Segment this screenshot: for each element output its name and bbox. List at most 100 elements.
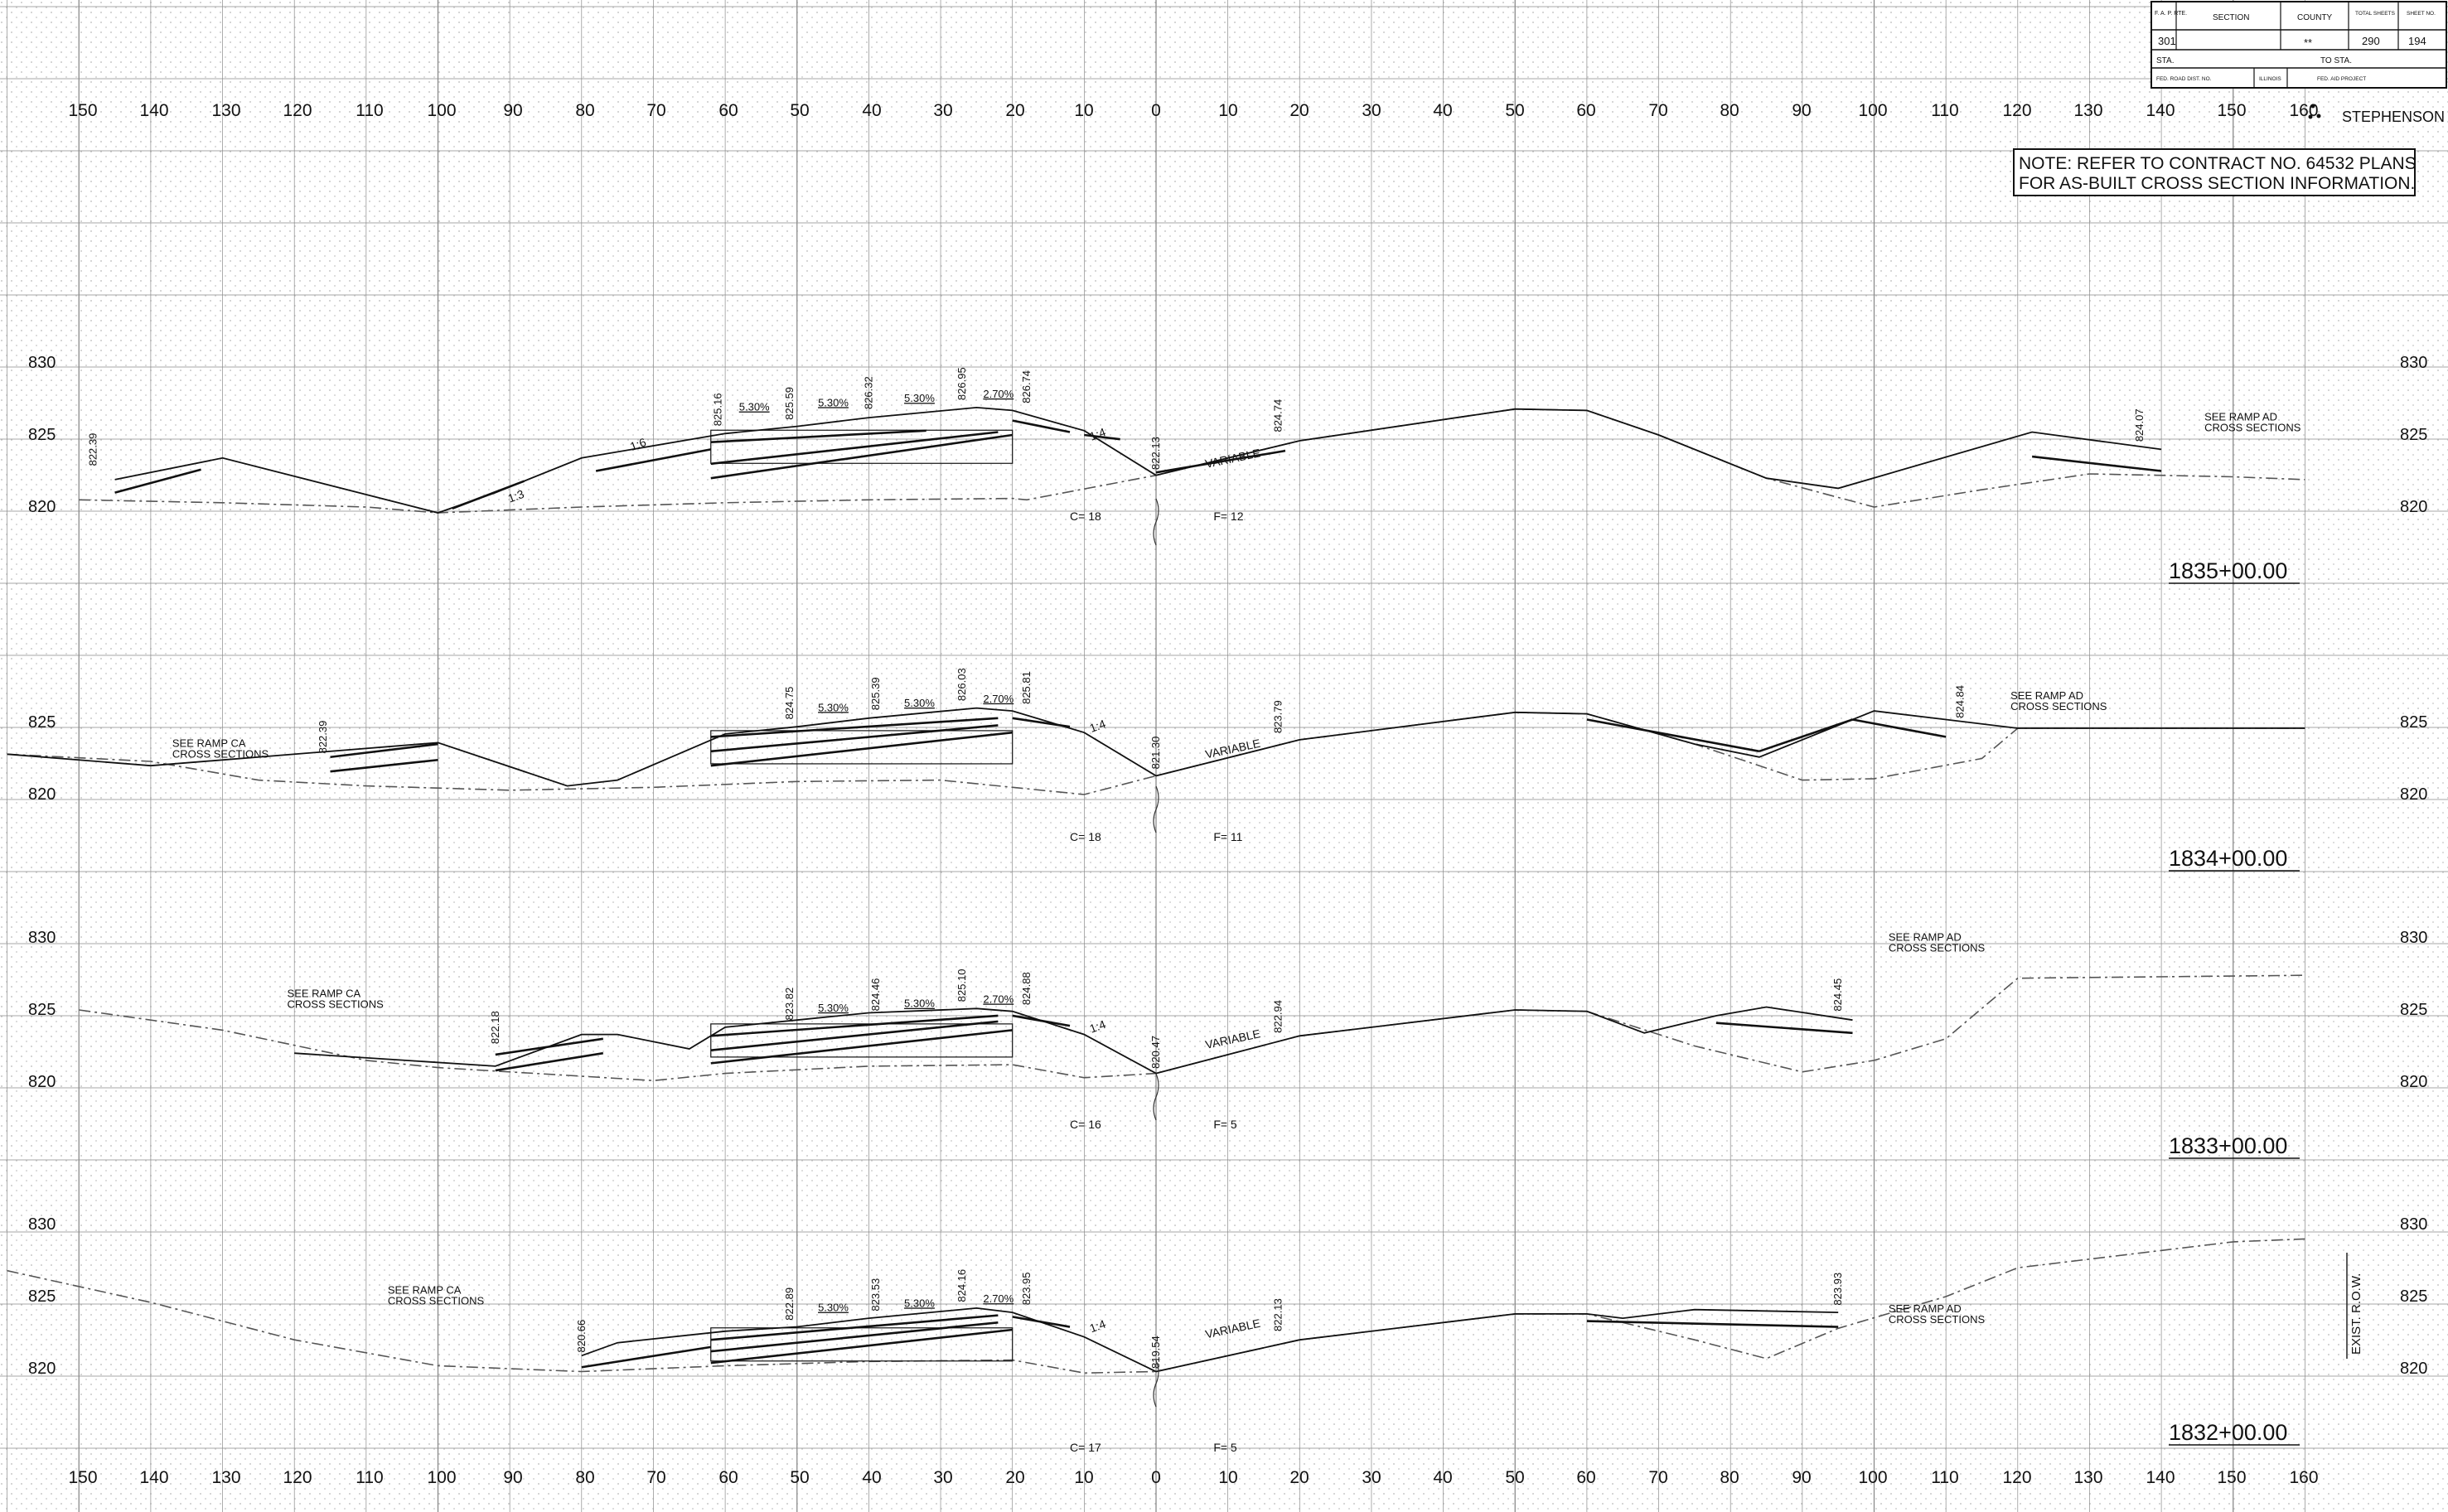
elevation-callout: 823.82 xyxy=(783,988,796,1021)
elevation-label-left: 830 xyxy=(28,354,56,372)
offset-label: 150 xyxy=(2217,1468,2246,1487)
pavement-strip xyxy=(710,1020,999,1052)
ramp-note-line-2: CROSS SECTIONS xyxy=(2204,422,2301,434)
elevation-callout: 826.95 xyxy=(955,367,968,400)
cut-label: C= 17 xyxy=(1070,1441,1101,1454)
elevation-callout: 826.03 xyxy=(955,668,968,701)
elevation-label-left: 825 xyxy=(28,426,56,444)
tb-header-rte: F. A. P. RTE. xyxy=(2155,11,2187,17)
offset-label: 90 xyxy=(503,101,522,120)
cross-section: 830 830 825 825 820 820 822.39 825.16 825.59 826.… xyxy=(28,354,2427,584)
cut-label: C= 18 xyxy=(1070,830,1101,843)
cross-section: 825 825 820 820 822.39 824.75 825.39 826.03 825.… xyxy=(7,668,2427,872)
offset-label: 30 xyxy=(1362,1468,1381,1487)
offset-label: 110 xyxy=(356,1468,383,1487)
tb-header-sheet: SHEET NO. xyxy=(2407,11,2436,17)
offset-label: 60 xyxy=(1576,1468,1595,1487)
offset-label: 80 xyxy=(575,101,594,120)
elevation-callout: 823.95 xyxy=(1020,1273,1033,1306)
offset-label: 130 xyxy=(2073,1468,2102,1487)
pavement-strip xyxy=(330,742,438,759)
pavement-strip xyxy=(2031,455,2162,472)
offset-scale-bottom: 150 140 130 120 110 100 90 80 70 60 50 4… xyxy=(68,1468,2318,1487)
tb-header-total: TOTAL SHEETS xyxy=(2355,11,2396,17)
pavement-strip xyxy=(330,758,438,773)
offset-label: 90 xyxy=(1792,1468,1811,1487)
offset-label: 50 xyxy=(790,101,809,120)
offset-label: 70 xyxy=(646,1468,665,1487)
grade-label: 5.30% xyxy=(818,1302,849,1314)
offset-label: 80 xyxy=(1720,101,1739,120)
pavement-strip xyxy=(1012,419,1071,433)
grade-label: 2.70% xyxy=(983,388,1014,400)
tb-county-value: ** xyxy=(2304,36,2312,49)
pavement-strip xyxy=(710,1321,999,1353)
tb-header-section: SECTION xyxy=(2213,13,2249,22)
grade-label: 5.30% xyxy=(818,396,849,408)
ramp-note-line-2: CROSS SECTIONS xyxy=(388,1295,485,1307)
offset-label: 60 xyxy=(718,101,738,120)
cut-label: C= 16 xyxy=(1070,1118,1101,1131)
elevation-callout: 824.75 xyxy=(783,687,796,720)
stamp-mark xyxy=(2308,104,2321,119)
elevation-callout: 825.16 xyxy=(711,393,723,426)
offset-label: 150 xyxy=(68,1468,97,1487)
offset-label: 90 xyxy=(1792,101,1811,120)
offset-label: 0 xyxy=(1151,101,1161,120)
pavement-box xyxy=(710,730,1014,765)
ramp-note-line-2: CROSS SECTIONS xyxy=(1889,1313,1986,1326)
offset-label: 20 xyxy=(1005,101,1024,120)
elevation-callout: 820.66 xyxy=(575,1320,588,1353)
slope-label: 1:4 xyxy=(1088,1317,1108,1336)
pavement-strip xyxy=(1155,449,1286,474)
note-box: NOTE: REFER TO CONTRACT NO. 64532 PLANS … xyxy=(2013,148,2417,196)
offset-label: 100 xyxy=(1858,1468,1887,1487)
offset-label: 70 xyxy=(646,101,665,120)
offset-label: 120 xyxy=(283,1468,312,1487)
ramp-note-line-2: CROSS SECTIONS xyxy=(1889,941,1986,954)
grade-label: 2.70% xyxy=(983,1292,1014,1305)
offset-label: 110 xyxy=(1931,1468,1958,1487)
offset-label: 50 xyxy=(790,1468,809,1487)
elevation-callout: 824.46 xyxy=(869,978,882,1012)
offset-label: 40 xyxy=(1433,1468,1452,1487)
elevation-label-right: 820 xyxy=(2400,785,2427,804)
elevation-callout: 826.74 xyxy=(1020,370,1033,403)
offset-label: 10 xyxy=(1074,101,1093,120)
pavement-strip xyxy=(495,1051,604,1072)
elevation-label-left: 825 xyxy=(28,1287,56,1306)
pavement-strip xyxy=(1084,433,1120,441)
elevation-label-left: 820 xyxy=(28,785,56,804)
offset-label: 130 xyxy=(211,101,240,120)
fill-label: F= 5 xyxy=(1213,1441,1237,1454)
grade-label: 5.30% xyxy=(739,401,770,413)
elevation-callout: 823.79 xyxy=(1271,700,1284,733)
tb-to-sta-label: TO STA. xyxy=(2320,56,2352,65)
offset-label: 110 xyxy=(1931,101,1958,120)
elevation-callout: 822.39 xyxy=(87,433,99,466)
offset-label: 140 xyxy=(2146,1468,2175,1487)
cross-section: 830 830 825 825 820 820 822.18 823.82 824.46 825.… xyxy=(28,929,2427,1159)
pavement-strip xyxy=(595,448,712,472)
offset-label: 70 xyxy=(1648,1468,1667,1487)
elevation-callout: 824.07 xyxy=(2133,408,2146,442)
slope-label: 1:4 xyxy=(1088,425,1108,443)
offset-label: 110 xyxy=(356,101,383,120)
offset-label: 60 xyxy=(718,1468,738,1487)
ramp-note-line-2: CROSS SECTIONS xyxy=(288,998,385,1010)
existing-ground-line xyxy=(79,408,2305,514)
elevation-callout: 824.74 xyxy=(1271,399,1284,432)
station-label: 1833+00.00 xyxy=(2169,1133,2287,1158)
elevation-callout: 822.94 xyxy=(1271,1000,1284,1033)
offset-label: 70 xyxy=(1648,101,1667,120)
elevation-callout: 824.84 xyxy=(1953,685,1966,718)
offset-label: 130 xyxy=(211,1468,240,1487)
grade-label: 2.70% xyxy=(983,693,1014,705)
note-line-2: FOR AS-BUILT CROSS SECTION INFORMATION. xyxy=(2019,174,2415,193)
elevation-label-right: 825 xyxy=(2400,1001,2427,1019)
tb-header-county: COUNTY xyxy=(2297,13,2333,22)
offset-label: 80 xyxy=(1720,1468,1739,1487)
station-label: 1834+00.00 xyxy=(2169,846,2287,871)
pavement-strip xyxy=(1759,718,1853,753)
